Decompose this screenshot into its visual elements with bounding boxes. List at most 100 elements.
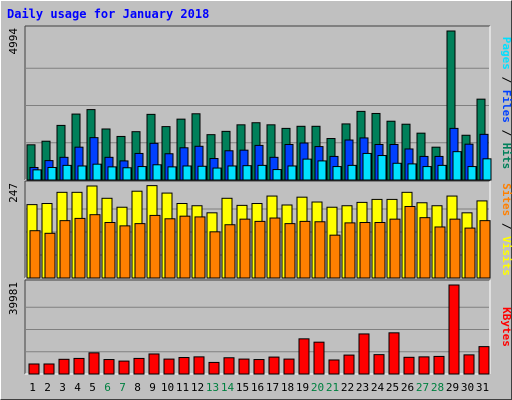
bar-sites-day-21	[329, 234, 341, 279]
day-label-6: 6	[104, 381, 111, 394]
day-label-3: 3	[59, 381, 66, 394]
bar-kbytes-day-15	[238, 358, 250, 375]
ymax-label: 4994	[7, 28, 20, 55]
bar-pages-day-7	[122, 167, 132, 181]
bar-kbytes-day-28	[433, 355, 445, 375]
day-label-27: 27	[416, 381, 429, 394]
day-label-2: 2	[44, 381, 51, 394]
bar-kbytes-day-6	[103, 359, 115, 375]
bar-pages-day-22	[347, 164, 357, 181]
bar-pages-day-4	[77, 165, 87, 181]
bar-pages-day-20	[317, 160, 327, 181]
day-label-10: 10	[161, 381, 174, 394]
bar-kbytes-day-1	[28, 363, 40, 375]
bar-sites-day-8	[134, 223, 146, 279]
bar-kbytes-day-17	[268, 356, 280, 375]
bar-sites-day-4	[74, 217, 86, 279]
bar-pages-day-6	[107, 166, 117, 181]
bar-sites-day-2	[44, 232, 56, 279]
bar-sites-day-12	[194, 216, 206, 279]
bar-sites-day-5	[89, 214, 101, 279]
bar-pages-day-1	[32, 169, 42, 181]
bar-kbytes-day-18	[283, 358, 295, 375]
bar-pages-day-25	[392, 162, 402, 181]
day-label-29: 29	[446, 381, 459, 394]
day-label-23: 23	[356, 381, 369, 394]
bar-kbytes-day-25	[388, 332, 400, 375]
day-label-8: 8	[134, 381, 141, 394]
series-legend: Sites / Visits	[500, 183, 512, 276]
bar-sites-day-28	[434, 226, 446, 279]
legend-part: /	[500, 123, 512, 143]
bar-pages-day-2	[47, 166, 57, 181]
bar-pages-day-26	[407, 163, 417, 181]
bar-kbytes-day-11	[178, 357, 190, 375]
bar-kbytes-day-26	[403, 356, 415, 375]
day-label-19: 19	[296, 381, 309, 394]
day-label-12: 12	[191, 381, 204, 394]
bar-pages-day-16	[257, 164, 267, 181]
bar-sites-day-13	[209, 231, 221, 279]
bar-sites-day-9	[149, 214, 161, 279]
day-label-21: 21	[326, 381, 339, 394]
bar-pages-day-14	[227, 165, 237, 181]
bar-kbytes-day-14	[223, 357, 235, 375]
day-label-7: 7	[119, 381, 126, 394]
legend-part: Files	[500, 90, 512, 123]
ymax-label: 39981	[7, 282, 20, 315]
bar-kbytes-day-7	[118, 360, 130, 375]
bar-kbytes-day-12	[193, 356, 205, 375]
legend-part: /	[500, 70, 512, 90]
bar-sites-day-15	[239, 218, 251, 279]
day-label-26: 26	[401, 381, 414, 394]
bar-pages-day-28	[437, 164, 447, 181]
day-label-9: 9	[149, 381, 156, 394]
legend-part: Hits	[500, 143, 512, 170]
day-label-16: 16	[251, 381, 264, 394]
day-label-14: 14	[221, 381, 235, 394]
bar-pages-day-21	[332, 166, 342, 181]
bar-sites-day-25	[389, 218, 401, 279]
day-label-18: 18	[281, 381, 294, 394]
bar-kbytes-day-3	[58, 358, 70, 375]
bar-pages-day-12	[197, 165, 207, 181]
day-label-17: 17	[266, 381, 279, 394]
day-label-20: 20	[311, 381, 324, 394]
bar-kbytes-day-22	[343, 354, 355, 375]
bar-sites-day-27	[419, 217, 431, 279]
bar-kbytes-day-24	[373, 354, 385, 375]
bar-sites-day-7	[119, 225, 131, 279]
bar-sites-day-17	[269, 217, 281, 279]
bar-sites-day-30	[464, 227, 476, 279]
day-label-31: 31	[476, 381, 489, 394]
bar-pages-day-9	[152, 164, 162, 181]
legend-part: Pages	[500, 37, 512, 70]
chart-title: Daily usage for January 2018	[7, 7, 210, 21]
bar-sites-day-31	[479, 220, 491, 279]
legend-part: KBytes	[500, 307, 512, 347]
bar-kbytes-day-4	[73, 357, 85, 375]
day-label-22: 22	[341, 381, 354, 394]
bar-sites-day-22	[344, 222, 356, 279]
bar-kbytes-day-29	[448, 284, 460, 375]
legend-part: /	[500, 216, 512, 236]
bar-pages-day-11	[182, 165, 192, 181]
bar-pages-day-24	[377, 155, 387, 181]
bar-pages-day-13	[212, 167, 222, 181]
bar-pages-day-31	[482, 158, 492, 181]
day-label-5: 5	[89, 381, 96, 394]
bar-kbytes-day-30	[463, 354, 475, 375]
bar-kbytes-day-19	[298, 338, 310, 375]
day-label-13: 13	[206, 381, 219, 394]
bar-pages-day-19	[302, 158, 312, 181]
bar-sites-day-20	[314, 221, 326, 279]
bar-sites-day-16	[254, 220, 266, 279]
day-label-4: 4	[74, 381, 81, 394]
day-label-30: 30	[461, 381, 474, 394]
bar-kbytes-day-31	[478, 346, 490, 375]
bar-sites-day-11	[179, 215, 191, 279]
bar-kbytes-day-23	[358, 333, 370, 375]
bar-sites-day-23	[359, 222, 371, 279]
bar-sites-day-10	[164, 218, 176, 279]
bar-sites-day-19	[299, 220, 311, 279]
